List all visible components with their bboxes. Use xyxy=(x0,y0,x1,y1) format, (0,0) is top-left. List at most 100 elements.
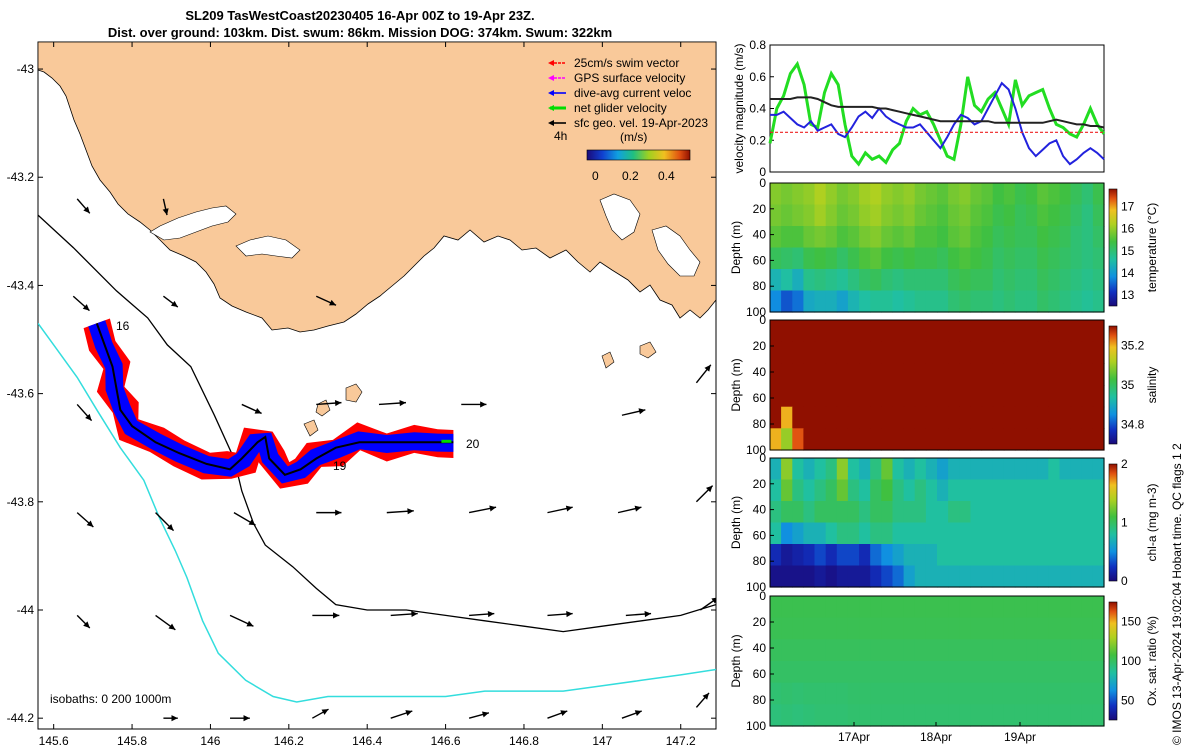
chlorophyll-cell xyxy=(948,501,960,524)
oxygen-cell xyxy=(836,682,849,705)
geo-arrow-head xyxy=(166,524,174,531)
geo-arrow-head xyxy=(702,692,710,700)
geo-arrow xyxy=(695,485,714,503)
temperature-cell xyxy=(1037,226,1049,249)
chlorophyll-cell xyxy=(914,458,927,481)
chart-title-line2: Dist. over ground: 103km. Dist. swum: 86… xyxy=(107,25,613,40)
map-ytick-label: -43.2 xyxy=(7,170,35,184)
chlorophyll-cell xyxy=(847,565,860,588)
temperature-cell xyxy=(1048,204,1060,227)
temperature-cell xyxy=(870,247,882,270)
temperature-cell xyxy=(1081,269,1094,292)
salinity-cell xyxy=(1037,406,1049,429)
temperature-cell xyxy=(792,290,804,313)
chlorophyll-cell xyxy=(937,479,949,502)
chlorophyll-cell xyxy=(981,458,994,481)
salinity-cell xyxy=(1092,385,1105,408)
temperature-cell xyxy=(803,269,816,292)
salinity-cell xyxy=(836,385,849,408)
salinity-ytick-label: 80 xyxy=(753,417,767,431)
oxygen-cell xyxy=(1059,704,1072,727)
salinity-cell xyxy=(1003,341,1016,364)
geo-arrow-head xyxy=(480,401,487,408)
chlorophyll-cell xyxy=(792,479,804,502)
salinity-cell xyxy=(859,363,871,386)
oxygen-cell xyxy=(1003,639,1016,662)
oxygen-cell xyxy=(1070,661,1083,684)
chlorophyll-cell xyxy=(1059,479,1072,502)
salinity-cell xyxy=(881,406,893,429)
temperature-cell xyxy=(1003,183,1016,206)
chlorophyll-cell xyxy=(914,522,927,545)
oxygen-ytick-label: 80 xyxy=(753,693,767,707)
oxygen-cell xyxy=(1048,596,1060,619)
temperature-cell xyxy=(792,247,804,270)
geo-arrow xyxy=(390,710,413,719)
temperature-ctick-label: 17 xyxy=(1121,200,1135,214)
legend-arrowhead xyxy=(548,120,554,126)
map-xtick-label: 145.6 xyxy=(39,734,69,748)
temperature-cell xyxy=(847,204,860,227)
temperature-cell xyxy=(914,204,927,227)
geo-arrow xyxy=(625,611,652,618)
salinity-cell xyxy=(925,320,938,343)
oxygen-cell xyxy=(1014,682,1027,705)
salinity-cell xyxy=(792,341,804,364)
salinity-cell xyxy=(814,320,827,343)
oxygen-cell xyxy=(881,596,893,619)
oxygen-cell xyxy=(992,661,1005,684)
date-xtick-label: 18Apr xyxy=(920,730,952,744)
colorbar-tick-1: 0.2 xyxy=(622,169,639,183)
oxygen-cell xyxy=(959,617,971,640)
oxygen-cell xyxy=(781,639,793,662)
oxygen-cell xyxy=(847,661,860,684)
chlorophyll-cell xyxy=(1048,458,1060,481)
map-xtick-label: 145.8 xyxy=(117,734,147,748)
salinity-cell xyxy=(859,341,871,364)
chlorophyll-cell xyxy=(781,522,793,545)
oxygen-cell xyxy=(803,617,816,640)
temperature-cell xyxy=(825,183,838,206)
chlorophyll-cell xyxy=(992,458,1005,481)
chlorophyll-cell xyxy=(1081,544,1094,567)
temperature-cell xyxy=(1070,247,1083,270)
chlorophyll-cell xyxy=(881,522,893,545)
temperature-cell xyxy=(925,226,938,249)
temperature-cell xyxy=(781,204,793,227)
chlorophyll-cell xyxy=(1037,501,1049,524)
temperature-cell xyxy=(937,183,949,206)
oxygen-cell xyxy=(914,617,927,640)
salinity-cell xyxy=(925,385,938,408)
oxygen-cell xyxy=(847,682,860,705)
oxygen-cell xyxy=(948,639,960,662)
legend-label: GPS surface velocity xyxy=(574,71,685,85)
salinity-cell xyxy=(1092,363,1105,386)
island-1 xyxy=(345,383,363,403)
oxygen-ytick-label: 60 xyxy=(753,667,767,681)
chlorophyll-cell xyxy=(1070,565,1083,588)
velocity-ytick-label: 0 xyxy=(759,165,766,179)
chlorophyll-cell xyxy=(825,522,838,545)
salinity-cell xyxy=(903,406,916,429)
chlorophyll-cell xyxy=(770,522,782,545)
temperature-cell xyxy=(847,290,860,313)
temperature-cell xyxy=(770,183,782,206)
chlorophyll-cell xyxy=(1048,501,1060,524)
salinity-cell xyxy=(1081,428,1094,451)
temperature-cell xyxy=(1003,290,1016,313)
salinity-cell xyxy=(992,320,1005,343)
temperature-cell xyxy=(781,226,793,249)
oxygen-cell xyxy=(914,704,927,727)
salinity-cell xyxy=(1092,341,1105,364)
chlorophyll-cell xyxy=(870,479,882,502)
temperature-cell xyxy=(847,226,860,249)
salinity-cell xyxy=(803,428,816,451)
salinity-cell xyxy=(836,341,849,364)
salinity-cell xyxy=(825,363,838,386)
chlorophyll-cell xyxy=(992,479,1005,502)
salinity-cell xyxy=(892,363,905,386)
oxygen-cell xyxy=(859,704,871,727)
east-channel xyxy=(651,225,701,277)
chlorophyll-cell xyxy=(1092,544,1105,567)
